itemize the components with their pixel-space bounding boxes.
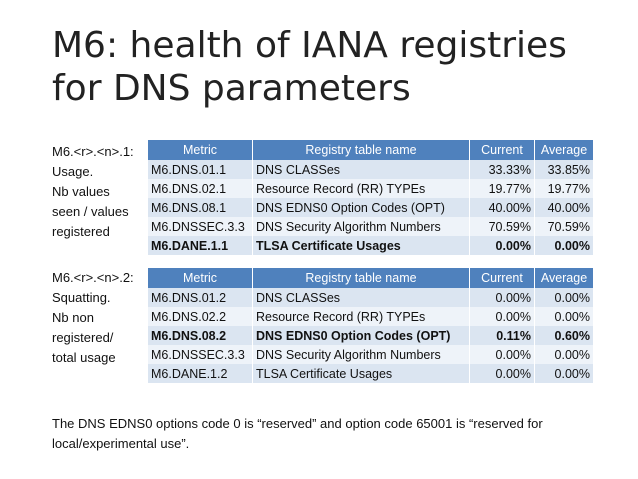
registry-cell: Resource Record (RR) TYPEs [252,179,470,198]
table-row: M6.DNS.01.2 DNS CLASSes 0.00% 0.00% [148,288,594,307]
current-cell: 0.00% [469,288,535,307]
table-row: M6.DANE.1.2 TLSA Certificate Usages 0.00… [148,364,594,383]
registry-cell: DNS EDNS0 Option Codes (OPT) [252,326,470,345]
average-cell: 40.00% [534,198,594,217]
average-cell: 0.00% [534,364,594,383]
squatting-desc-line: registered/ [52,330,114,345]
current-cell: 0.00% [469,236,535,255]
metric-cell: M6.DANE.1.2 [148,364,253,383]
average-cell: 0.00% [534,345,594,364]
table-row: M6.DNS.01.1 DNS CLASSes 33.33% 33.85% [148,160,594,179]
column-header-current: Current [469,268,535,288]
average-cell: 0.00% [534,307,594,326]
usage-desc-line: M6.<r>.<n>.1: [52,144,134,159]
column-header-metric: Metric [148,140,253,160]
usage-table: Metric Registry table name Current Avera… [148,140,594,255]
squatting-table: Metric Registry table name Current Avera… [148,268,594,383]
current-cell: 0.11% [469,326,535,345]
table-row: M6.DNS.02.2 Resource Record (RR) TYPEs 0… [148,307,594,326]
metric-cell: M6.DNSSEC.3.3 [148,345,253,364]
registry-cell: DNS EDNS0 Option Codes (OPT) [252,198,470,217]
metric-cell: M6.DNS.02.1 [148,179,253,198]
table-row: M6.DNSSEC.3.3 DNS Security Algorithm Num… [148,345,594,364]
table-header-row: Metric Registry table name Current Avera… [148,140,594,160]
metric-cell: M6.DNS.08.1 [148,198,253,217]
current-cell: 70.59% [469,217,535,236]
current-cell: 40.00% [469,198,535,217]
current-cell: 0.00% [469,364,535,383]
table-row: M6.DNSSEC.3.3 DNS Security Algorithm Num… [148,217,594,236]
squatting-desc-line: M6.<r>.<n>.2: [52,270,134,285]
registry-cell: DNS CLASSes [252,160,470,179]
column-header-average: Average [534,140,594,160]
average-cell: 33.85% [534,160,594,179]
squatting-desc-line: total usage [52,350,116,365]
column-header-registry: Registry table name [252,140,470,160]
metric-cell: M6.DNS.01.2 [148,288,253,307]
usage-desc-line: seen / values [52,204,129,219]
usage-desc-line: registered [52,224,110,239]
current-cell: 33.33% [469,160,535,179]
registry-cell: DNS Security Algorithm Numbers [252,345,470,364]
column-header-current: Current [469,140,535,160]
metric-cell: M6.DNS.01.1 [148,160,253,179]
table-row: M6.DNS.08.1 DNS EDNS0 Option Codes (OPT)… [148,198,594,217]
column-header-metric: Metric [148,268,253,288]
table-header-row: Metric Registry table name Current Avera… [148,268,594,288]
metric-cell: M6.DANE.1.1 [148,236,253,255]
registry-cell: DNS CLASSes [252,288,470,307]
registry-cell: DNS Security Algorithm Numbers [252,217,470,236]
table-row: M6.DNS.02.1 Resource Record (RR) TYPEs 1… [148,179,594,198]
registry-cell: TLSA Certificate Usages [252,364,470,383]
table-row-highlighted: M6.DNS.08.2 DNS EDNS0 Option Codes (OPT)… [148,326,594,345]
footnote: The DNS EDNS0 options code 0 is “reserve… [52,416,543,451]
usage-desc-line: Nb values [52,184,110,199]
average-cell: 70.59% [534,217,594,236]
usage-description: M6.<r>.<n>.1: Usage. Nb values seen / va… [52,142,148,242]
squatting-desc-line: Nb non [52,310,94,325]
column-header-average: Average [534,268,594,288]
registry-cell: Resource Record (RR) TYPEs [252,307,470,326]
usage-desc-line: Usage. [52,164,94,179]
squatting-desc-line: Squatting. [52,290,111,305]
average-cell: 19.77% [534,179,594,198]
average-cell: 0.00% [534,288,594,307]
slide-title: M6: health of IANA registries for DNS pa… [52,25,567,109]
current-cell: 0.00% [469,307,535,326]
metric-cell: M6.DNS.08.2 [148,326,253,345]
average-cell: 0.00% [534,236,594,255]
average-cell: 0.60% [534,326,594,345]
squatting-description: M6.<r>.<n>.2: Squatting. Nb non register… [52,268,148,368]
table-row-highlighted: M6.DANE.1.1 TLSA Certificate Usages 0.00… [148,236,594,255]
current-cell: 0.00% [469,345,535,364]
metric-cell: M6.DNS.02.2 [148,307,253,326]
current-cell: 19.77% [469,179,535,198]
registry-cell: TLSA Certificate Usages [252,236,470,255]
metric-cell: M6.DNSSEC.3.3 [148,217,253,236]
column-header-registry: Registry table name [252,268,470,288]
